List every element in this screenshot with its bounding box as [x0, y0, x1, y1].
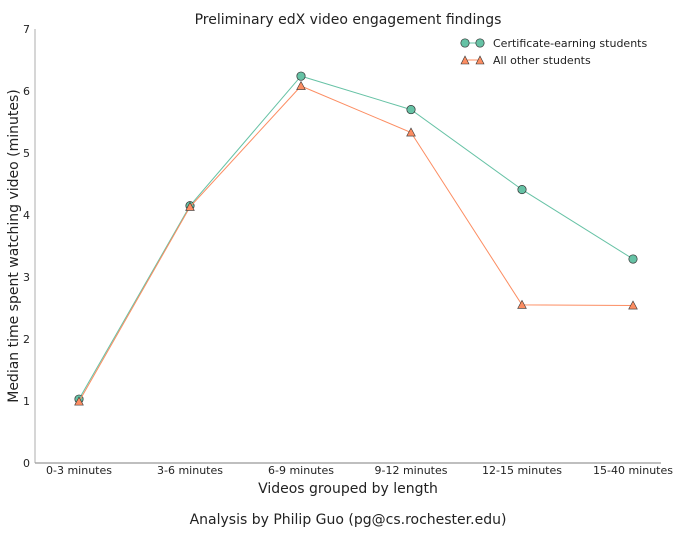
- y-tick-label: 5: [23, 147, 30, 160]
- data-point: [628, 300, 638, 310]
- x-tick-label: 12-15 minutes: [482, 464, 562, 477]
- legend-label: Certificate-earning students: [493, 37, 647, 50]
- data-point: [406, 105, 416, 115]
- x-tick-label: 9-12 minutes: [375, 464, 448, 477]
- x-tick-label: 0-3 minutes: [46, 464, 112, 477]
- series-other: [74, 80, 638, 406]
- x-axis: 0-3 minutes 3-6 minutes 6-9 minutes 9-12 mi…: [35, 462, 673, 477]
- x-tick-label: 15-40 minutes: [593, 464, 673, 477]
- data-point: [517, 299, 527, 309]
- data-point: [628, 254, 638, 264]
- y-tick-label: 2: [23, 333, 30, 346]
- legend-label: All other students: [493, 54, 591, 67]
- plot-area: [74, 71, 638, 406]
- triangle-marker-icon: [460, 55, 470, 65]
- series-certificate: [74, 71, 638, 404]
- data-point: [296, 71, 306, 81]
- data-point: [74, 396, 84, 406]
- x-tick-label: 6-9 minutes: [268, 464, 334, 477]
- data-point: [296, 80, 306, 90]
- y-tick-label: 6: [23, 85, 30, 98]
- chart-title: Preliminary edX video engagement finding…: [195, 12, 502, 28]
- x-axis-label: Videos grouped by length: [258, 481, 438, 497]
- legend-entry-certificate: Certificate-earning students: [460, 37, 647, 50]
- y-tick-label: 7: [23, 23, 30, 36]
- y-tick-label: 0: [23, 457, 30, 470]
- data-point: [406, 127, 416, 137]
- legend: Certificate-earning students All other s…: [460, 37, 647, 67]
- y-axis: 0 1 2 3 4 5 6 7: [23, 23, 36, 470]
- triangle-marker-icon: [475, 55, 485, 65]
- y-axis-label: Median time spent watching video (minute…: [6, 89, 22, 403]
- circle-marker-icon: [460, 38, 470, 48]
- data-point: [517, 185, 527, 195]
- circle-marker-icon: [475, 38, 485, 48]
- y-tick-label: 3: [23, 271, 30, 284]
- data-point: [185, 201, 195, 211]
- footer-credit: Analysis by Philip Guo (pg@cs.rochester.…: [190, 512, 507, 528]
- y-tick-label: 1: [23, 395, 30, 408]
- y-tick-label: 4: [23, 209, 30, 222]
- x-tick-label: 3-6 minutes: [157, 464, 223, 477]
- legend-entry-other: All other students: [460, 54, 591, 67]
